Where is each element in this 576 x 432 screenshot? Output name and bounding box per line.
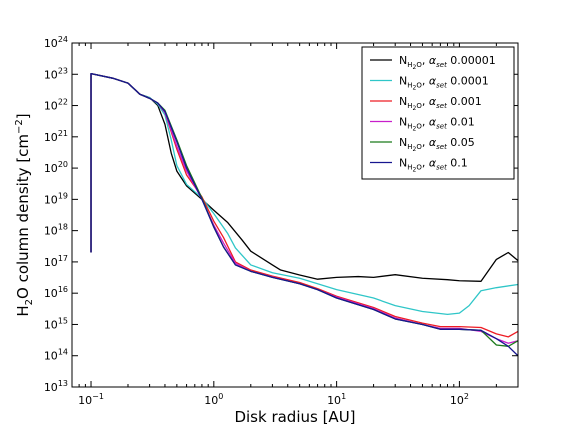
series-layer [90,72,518,357]
series-line-6 [90,72,518,357]
tick-labels-layer: 10−1 100 101 102 1013 1014 1015 1016 1017 1018 101… [44,35,469,407]
y-tick-label-10: 1022 [44,98,68,113]
x-tick-label-2: 100 [204,392,223,407]
y-tick-label-3: 1015 [44,316,68,331]
legend-label-5: NH2O, αset 0.05 [399,136,475,153]
y-tick-label-7: 1019 [44,191,68,206]
y-axis-label: H2O column density [cm−2] [14,113,35,316]
legend: NH2O, αset 0.00001 NH2O, αset 0.0001 NH2O,… [361,46,515,180]
x-tick-label-4: 102 [450,392,469,407]
y-tick-label-9: 1021 [44,129,68,144]
legend-label-6: NH2O, αset 0.1 [399,157,468,174]
y-tick-label-1: 1013 [44,379,68,394]
y-tick-label-2: 1014 [44,348,68,363]
y-tick-label-4: 1016 [44,285,68,300]
x-axis-label: Disk radius [AU] [234,408,355,426]
ticks-layer [71,42,519,388]
y-tick-label-5: 1017 [44,254,68,269]
y-tick-label-11: 1023 [44,66,68,81]
legend-label-1: NH2O, αset 0.00001 [399,54,496,71]
y-tick-label-12: 1024 [44,35,68,50]
y-tick-label-6: 1018 [44,223,68,238]
legend-label-4: NH2O, αset 0.01 [399,116,475,133]
x-tick-label-3: 101 [327,392,346,407]
plot-frame [71,42,519,388]
legend-label-2: NH2O, αset 0.0001 [399,75,489,92]
legend-box [361,46,515,180]
legend-label-3: NH2O, αset 0.001 [399,95,482,112]
y-tick-label-8: 1020 [44,160,68,175]
x-tick-label-1: 10−1 [78,392,104,407]
